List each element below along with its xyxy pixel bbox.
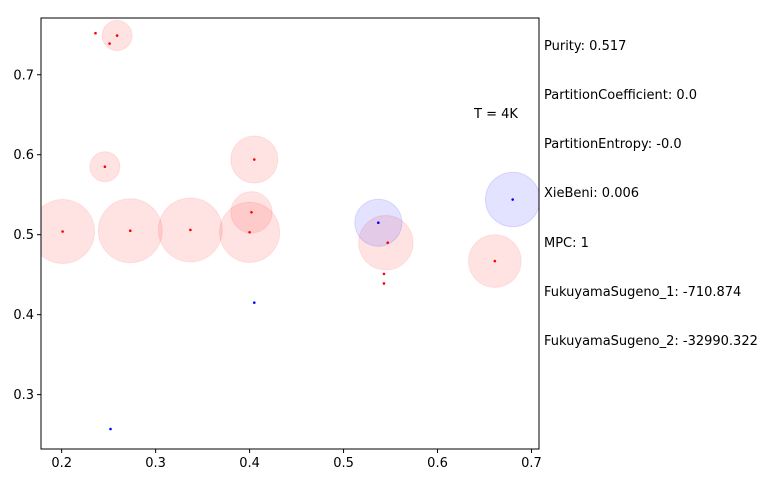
data-point-red-1	[115, 34, 119, 37]
data-point-red-11	[382, 272, 386, 276]
metric-mpc: MPC: 1	[544, 235, 589, 251]
data-point-red-13	[493, 259, 497, 263]
y-tick-label: 0.4	[13, 308, 34, 323]
x-tick-label: 0.7	[521, 456, 542, 471]
data-point-blue-16	[252, 301, 256, 304]
metric-partition-entropy: PartitionEntropy: -0.0	[544, 137, 682, 153]
x-tick-label: 0.2	[51, 456, 72, 471]
metric-purity: Purity: 0.517	[544, 38, 627, 54]
data-point-red-7	[128, 229, 132, 233]
data-point-red-10	[386, 241, 390, 244]
data-point-red-2	[108, 42, 111, 45]
data-point-red-0	[94, 31, 97, 35]
metric-fukuyama-sugeno-1: FukuyamaSugeno_1: -710.874	[544, 284, 742, 300]
data-point-blue-14	[377, 221, 380, 225]
data-point-red-6	[61, 230, 64, 233]
y-axis: 0.3 0.4 0.5 0.6 0.7	[13, 68, 41, 403]
data-point-red-8	[189, 228, 192, 232]
cluster-circle-red-4	[41, 199, 96, 264]
metrics-panel: Purity: 0.517 PartitionCoefficient: 0.0 …	[544, 6, 758, 367]
data-point-red-5	[250, 211, 253, 214]
metric-partition-coefficient: PartitionCoefficient: 0.0	[544, 88, 698, 104]
y-tick-label: 0.7	[13, 68, 34, 83]
x-tick-label: 0.6	[427, 456, 448, 471]
data-point-red-12	[382, 282, 386, 285]
x-tick-label: 0.3	[145, 456, 166, 471]
data-point-red-4	[252, 158, 256, 161]
y-tick-label: 0.6	[13, 148, 34, 163]
y-tick-label: 0.5	[13, 228, 34, 243]
cluster-circles	[41, 20, 539, 288]
cluster-circle-red-8	[358, 214, 414, 271]
plot-frame	[40, 17, 540, 450]
y-tick-label: 0.3	[13, 388, 34, 403]
temperature-annotation: T = 4K	[473, 107, 518, 122]
data-point-blue-17	[109, 427, 112, 431]
x-axis: 0.2 0.3 0.4 0.5 0.6 0.7	[51, 449, 542, 471]
data-point-blue-15	[511, 198, 514, 201]
x-tick-label: 0.4	[239, 456, 260, 471]
metric-xie-beni: XieBeni: 0.006	[544, 186, 640, 202]
data-point-red-3	[103, 165, 107, 169]
data-points	[61, 31, 514, 431]
metric-fukuyama-sugeno-2: FukuyamaSugeno_2: -32990.322	[544, 334, 758, 350]
data-point-red-9	[248, 231, 251, 234]
x-tick-label: 0.5	[333, 456, 354, 471]
